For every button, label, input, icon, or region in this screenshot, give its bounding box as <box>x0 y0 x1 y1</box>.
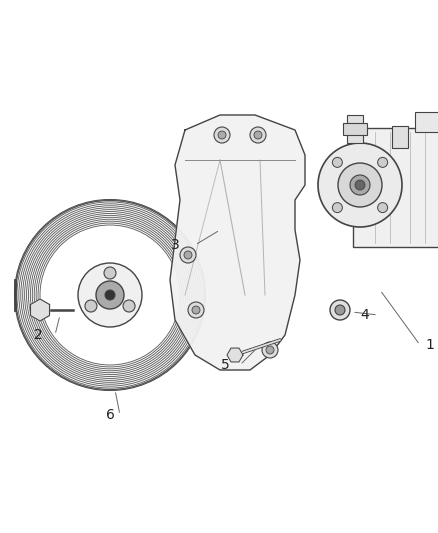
Text: 3: 3 <box>171 238 180 252</box>
Circle shape <box>96 281 124 309</box>
Circle shape <box>335 305 345 315</box>
Circle shape <box>250 127 266 143</box>
Circle shape <box>218 131 226 139</box>
Polygon shape <box>227 348 243 362</box>
Text: 1: 1 <box>426 338 434 352</box>
Circle shape <box>338 163 382 207</box>
FancyBboxPatch shape <box>347 115 363 143</box>
FancyBboxPatch shape <box>343 123 367 135</box>
FancyBboxPatch shape <box>415 112 438 132</box>
Circle shape <box>266 346 274 354</box>
Text: 4: 4 <box>360 308 369 322</box>
Text: 6: 6 <box>106 408 114 422</box>
Circle shape <box>105 290 115 300</box>
FancyBboxPatch shape <box>353 128 438 247</box>
Circle shape <box>188 302 204 318</box>
Circle shape <box>318 143 402 227</box>
Circle shape <box>378 203 388 213</box>
FancyBboxPatch shape <box>392 126 408 148</box>
Circle shape <box>378 157 388 167</box>
Circle shape <box>355 180 365 190</box>
Polygon shape <box>31 299 49 321</box>
Polygon shape <box>170 115 305 370</box>
Circle shape <box>180 247 196 263</box>
Circle shape <box>350 175 370 195</box>
Circle shape <box>184 251 192 259</box>
Text: 5: 5 <box>221 358 230 372</box>
Circle shape <box>332 203 343 213</box>
Circle shape <box>214 127 230 143</box>
Circle shape <box>123 300 135 312</box>
Circle shape <box>330 300 350 320</box>
Circle shape <box>192 306 200 314</box>
Circle shape <box>262 342 278 358</box>
Circle shape <box>104 267 116 279</box>
Text: 2: 2 <box>34 328 42 342</box>
Circle shape <box>85 300 97 312</box>
Circle shape <box>254 131 262 139</box>
Circle shape <box>15 200 205 390</box>
Circle shape <box>332 157 343 167</box>
Circle shape <box>78 263 142 327</box>
